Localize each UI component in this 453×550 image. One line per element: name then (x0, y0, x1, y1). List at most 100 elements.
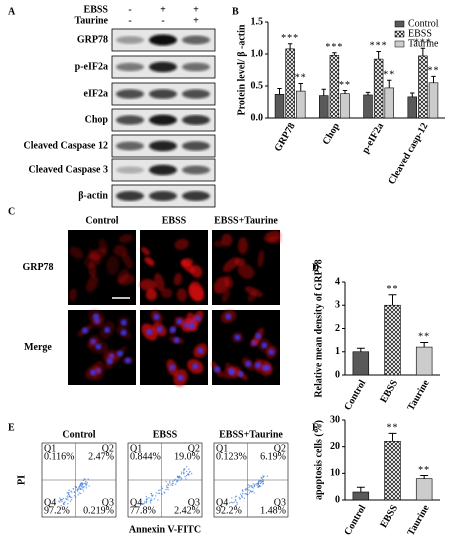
event (167, 488, 169, 491)
x-tick-label: Control (342, 503, 368, 537)
micrograph (140, 310, 208, 387)
column-title: EBSS+Taurine (214, 215, 278, 226)
error-bar (388, 432, 397, 442)
event (79, 492, 82, 495)
error-bar (356, 486, 365, 492)
panel-label: F (312, 422, 318, 433)
significance: ** (418, 332, 430, 343)
event (262, 476, 265, 478)
event (244, 489, 247, 491)
error-bar (431, 75, 436, 83)
nucleus (120, 319, 127, 326)
event (160, 486, 163, 488)
bar (363, 94, 373, 119)
event (181, 478, 183, 480)
bar (384, 441, 401, 501)
event (73, 495, 76, 497)
cell (98, 238, 108, 253)
flow-x-label: Annexin V-FITC (129, 524, 201, 535)
event (253, 484, 256, 487)
y-axis-label: Protein level/ β -actin (236, 24, 247, 115)
event (67, 492, 69, 494)
x-tick-label: Cleaved casp-12 (386, 121, 430, 186)
cell (69, 288, 77, 302)
y-axis-label: apoptosis cells (%) (313, 420, 324, 500)
event (58, 501, 61, 503)
cell (174, 238, 189, 250)
event (85, 485, 87, 487)
event (190, 472, 193, 475)
blot-band (149, 34, 177, 46)
event (248, 489, 250, 491)
event (251, 486, 254, 489)
event (181, 471, 183, 473)
cell (69, 246, 84, 259)
treatment-label: Taurine (74, 15, 108, 26)
nucleus (82, 327, 89, 334)
event (240, 494, 243, 497)
event (259, 479, 261, 481)
quadrant-name: Q3 (102, 497, 114, 508)
event (174, 478, 176, 481)
event (63, 503, 65, 505)
micrograph (68, 309, 136, 385)
significance: *** (370, 41, 388, 52)
nucleus (106, 358, 113, 365)
bar (274, 94, 285, 119)
scale-bar-label: 20μm (109, 284, 134, 295)
quadrant-value: 2.42% (174, 505, 200, 516)
quadrant-value: 77.8% (130, 505, 156, 516)
protein-label: Cleaved Caspase 12 (24, 140, 108, 151)
event (259, 482, 262, 485)
nucleus (117, 350, 124, 357)
event (177, 479, 179, 481)
nucleus (192, 363, 199, 370)
event (77, 490, 79, 492)
blot-band (116, 62, 144, 72)
event (167, 486, 169, 489)
event (257, 485, 260, 488)
event (86, 483, 88, 485)
bar (329, 54, 340, 119)
error-bar (410, 92, 415, 97)
quadrant-value: 0.219% (83, 505, 114, 516)
y-tick-label: 0 (335, 369, 340, 380)
event (68, 495, 70, 498)
event (262, 478, 264, 481)
event (82, 487, 84, 489)
panel-label: C (8, 206, 15, 217)
nucleus (254, 362, 261, 369)
event (260, 476, 262, 479)
event (246, 488, 249, 491)
event (75, 486, 77, 488)
nucleus (234, 334, 241, 341)
quadrant-name: Q3 (274, 497, 286, 508)
event (80, 482, 83, 484)
event (157, 489, 160, 492)
event (243, 497, 246, 500)
event (235, 500, 237, 502)
event (146, 498, 148, 501)
event (79, 482, 82, 484)
event (185, 470, 188, 473)
row-title: GRP78 (22, 262, 53, 273)
event (143, 503, 145, 505)
blot-band (149, 114, 177, 126)
event (242, 493, 244, 495)
nucleus (225, 313, 232, 320)
event (60, 498, 62, 501)
event (159, 489, 161, 491)
cell (145, 288, 158, 301)
bar (384, 304, 401, 376)
event (149, 502, 152, 504)
event (239, 497, 241, 500)
event (252, 490, 254, 492)
protein-label: Chop (85, 114, 109, 125)
event (61, 500, 63, 503)
event (179, 475, 181, 478)
column-title: EBSS (162, 215, 187, 226)
blot-band (182, 35, 210, 45)
event (155, 492, 157, 494)
blot-band (116, 141, 144, 151)
cell (144, 256, 155, 266)
